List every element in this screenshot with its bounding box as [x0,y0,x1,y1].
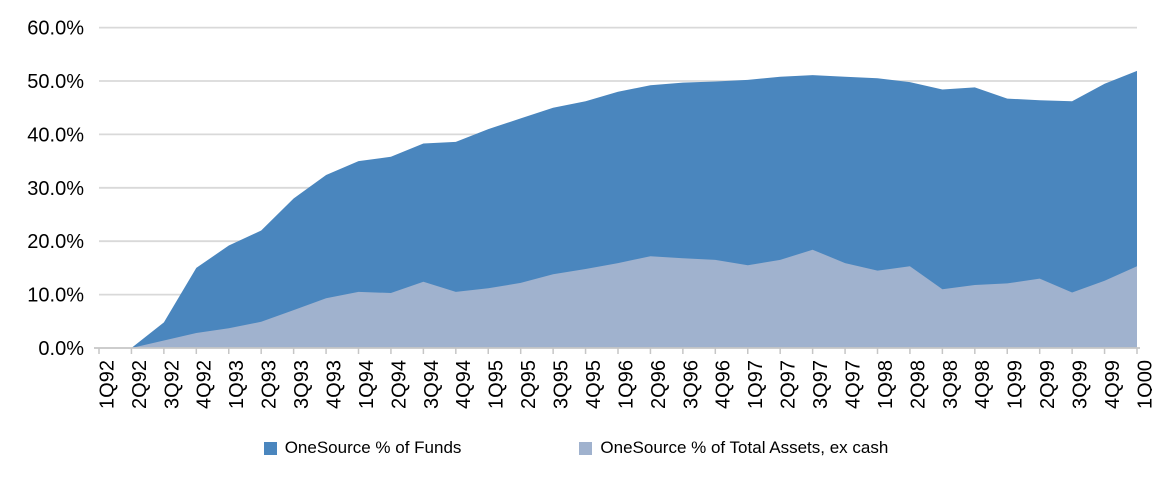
x-tick-label: 4Q92 [194,360,216,409]
x-tick-label: 3Q94 [421,360,443,409]
x-tick-label: 3Q92 [161,360,183,409]
x-tick-label: 4Q98 [972,360,994,409]
y-tick-label: 0.0% [38,338,84,360]
legend-label-funds: OneSource % of Funds [284,438,462,457]
x-tick-label: 4Q93 [323,360,345,409]
x-tick-label: 1Q94 [356,360,378,409]
x-tick-label: 4Q99 [1102,360,1124,409]
x-tick-label: 3Q99 [1070,360,1092,409]
y-tick-label: 50.0% [27,71,84,93]
x-tick-label: 1Q93 [226,360,248,409]
x-tick-label: 1Q98 [875,360,897,409]
x-tick-label: 2Q95 [518,360,540,409]
x-tick-label: 1Q99 [1005,360,1027,409]
legend-swatch-funds [263,441,277,455]
x-tick-label: 3Q95 [551,360,573,409]
x-tick-label: 4Q95 [583,360,605,409]
x-tick-label: 4Q97 [842,360,864,409]
x-tick-label: 2Q97 [778,360,800,409]
x-tick-label: 4Q94 [453,360,475,409]
legend-item-assets: OneSource % of Total Assets, ex cash [579,438,888,458]
x-tick-label: 1Q00 [1134,360,1152,409]
legend-item-funds: OneSource % of Funds [263,438,462,458]
x-tick-label: 1Q97 [745,360,767,409]
assets-area [99,249,1137,348]
x-tick-label: 1Q96 [615,360,637,409]
y-tick-label: 60.0% [27,18,84,40]
legend-label-assets: OneSource % of Total Assets, ex cash [600,438,889,457]
x-tick-label: 2Q92 [129,360,151,409]
x-tick-label: 3Q97 [810,360,832,409]
x-tick-label: 2Q98 [907,360,929,409]
x-tick-label: 3Q93 [291,360,313,409]
x-tick-label: 2Q93 [259,360,281,409]
y-tick-label: 10.0% [27,285,84,307]
x-tick-label: 2Q99 [1037,360,1059,409]
legend: OneSource % of Funds OneSource % of Tota… [0,438,1152,458]
y-tick-label: 30.0% [27,178,84,200]
x-tick-label: 2Q96 [648,360,670,409]
x-tick-label: 3Q98 [940,360,962,409]
x-tick-label: 1Q92 [96,360,118,409]
x-tick-label: 1Q95 [486,360,508,409]
legend-swatch-assets [579,441,593,455]
x-tick-label: 2Q94 [388,360,410,409]
y-tick-label: 20.0% [27,231,84,253]
x-tick-label: 4Q96 [713,360,735,409]
x-tick-label: 3Q96 [680,360,702,409]
y-tick-label: 40.0% [27,124,84,146]
